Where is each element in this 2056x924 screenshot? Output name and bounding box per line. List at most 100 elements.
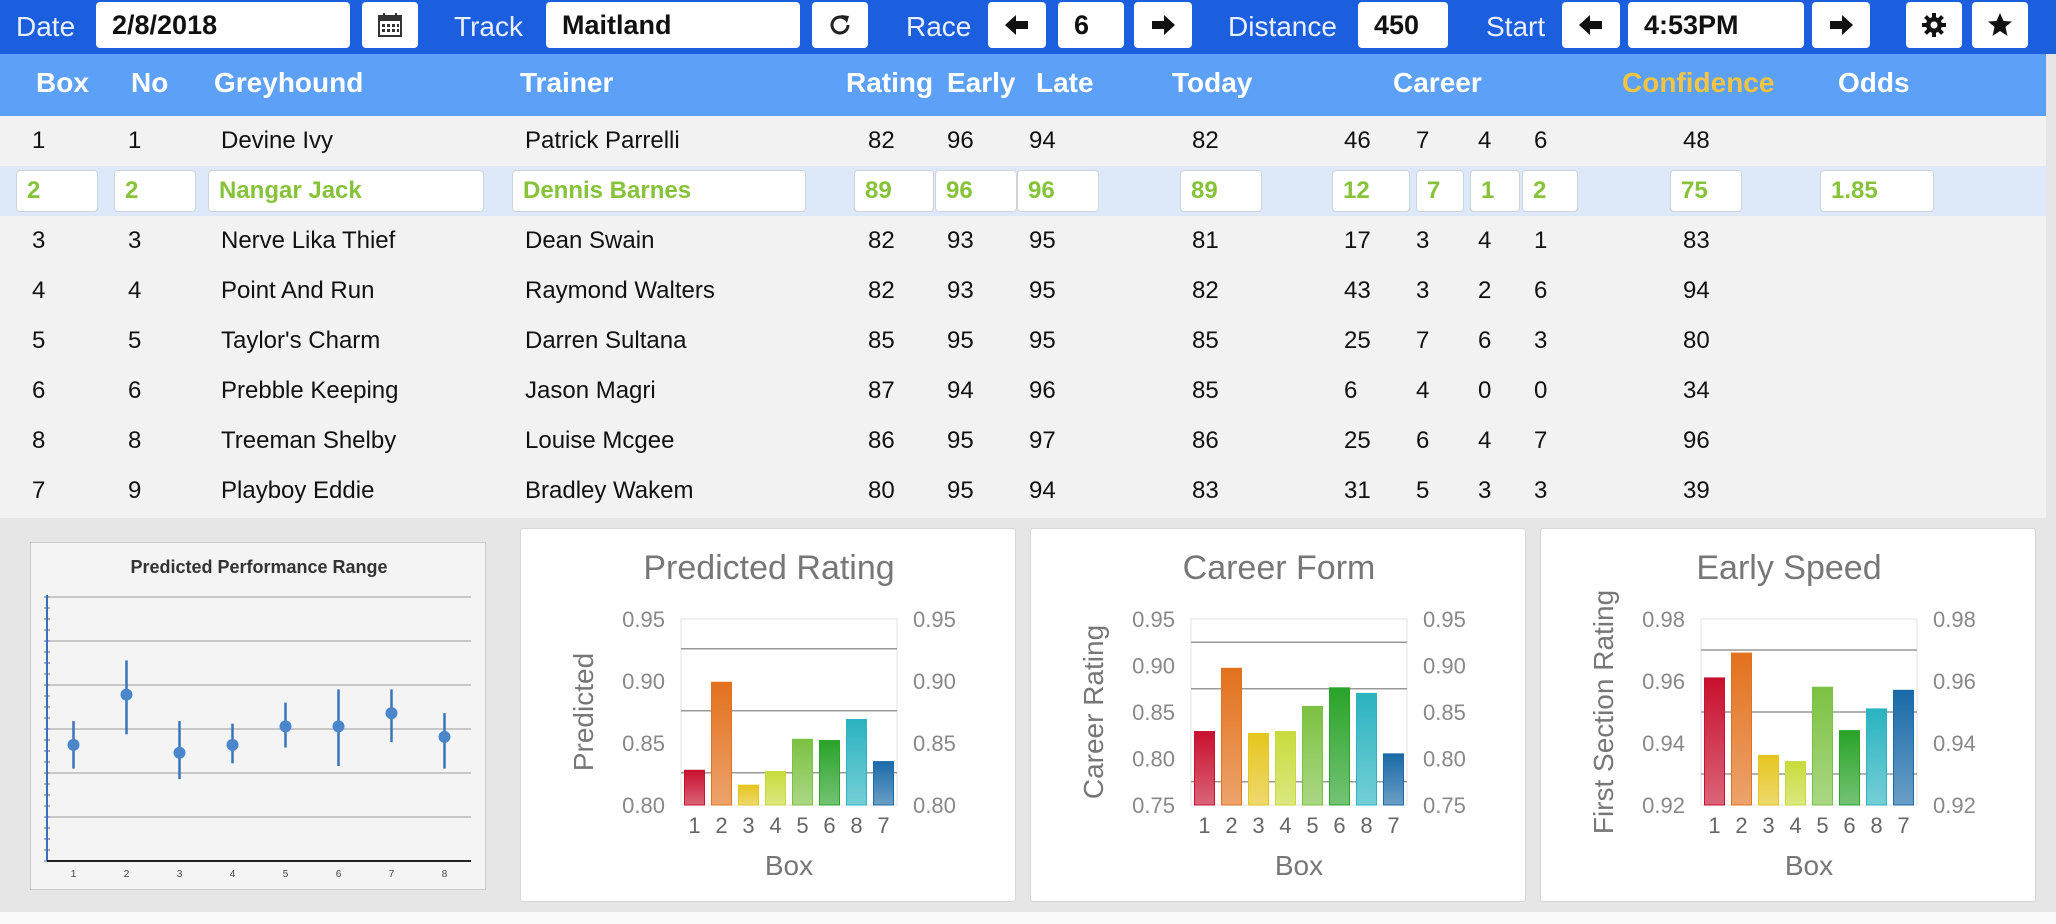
date-input[interactable]: 2/8/2018: [96, 2, 350, 48]
table-row[interactable]: 6 6 Prebble Keeping Jason Magri 87 94 96 85 6 4 0 0…: [0, 366, 2046, 416]
x-tick-label: 6: [1843, 813, 1855, 838]
race-next-button[interactable]: [1134, 2, 1192, 48]
x-tick-label: 3: [1252, 813, 1264, 838]
x-tick-label: 5: [283, 869, 289, 880]
x-tick-label: 8: [850, 813, 862, 838]
col-header-no[interactable]: No: [131, 67, 169, 98]
settings-button[interactable]: [1906, 2, 1962, 48]
career-cell-1: 3: [1416, 227, 1430, 254]
greyhound-cell: Playboy Eddie: [221, 477, 375, 504]
career-cell-1[interactable]: 7: [1416, 170, 1464, 212]
career-cell-2[interactable]: 1: [1470, 170, 1520, 212]
table-row[interactable]: 7 9 Playboy Eddie Bradley Wakem 80 95 94 83 31 5 3…: [0, 466, 2046, 516]
race-prev-button[interactable]: [988, 2, 1046, 48]
bar: [819, 740, 840, 806]
col-header-odds[interactable]: Odds: [1838, 67, 1910, 98]
bar: [1731, 652, 1752, 806]
calendar-button[interactable]: [362, 2, 418, 48]
race-input[interactable]: 6: [1058, 2, 1124, 48]
late-cell: 95: [1029, 277, 1056, 304]
early-cell[interactable]: 96: [935, 170, 1017, 212]
y2-tick-label: 0.95: [1423, 607, 1466, 632]
col-header-today[interactable]: Today: [1172, 67, 1253, 98]
arrow-right-icon: [1152, 15, 1175, 35]
y-axis-label: First Section Rating: [1588, 590, 1619, 834]
box-cell[interactable]: 2: [16, 170, 98, 212]
no-cell: 5: [128, 327, 142, 354]
odds-cell[interactable]: 1.85: [1820, 170, 1934, 212]
career-cell-3: 0: [1534, 377, 1548, 404]
x-axis-label: Box: [1785, 850, 1833, 881]
career-cell-3: 6: [1534, 277, 1548, 304]
y2-tick-label: 0.90: [913, 669, 956, 694]
bar: [1194, 731, 1215, 806]
career-cell-1: 5: [1416, 477, 1430, 504]
today-cell: 86: [1192, 427, 1219, 454]
y-tick-label: 0.90: [1132, 654, 1175, 679]
y2-tick-label: 0.96: [1933, 669, 1976, 694]
chart-title: Predicted Rating: [643, 549, 894, 587]
col-header-box[interactable]: Box: [36, 67, 89, 98]
table-row[interactable]: 3 3 Nerve Lika Thief Dean Swain 82 93 95 81 17 3 4…: [0, 216, 2046, 266]
bar: [1329, 687, 1350, 806]
trainer-cell: Bradley Wakem: [525, 477, 694, 504]
chart-title: Career Form: [1183, 549, 1376, 587]
table-row[interactable]: 1 1 Devine Ivy Patrick Parrelli 82 96 94 82 46 7 4…: [0, 116, 2046, 166]
career-cell-2: 2: [1478, 277, 1492, 304]
x-tick-label: 2: [715, 813, 727, 838]
bar: [684, 769, 705, 806]
trainer-cell: Patrick Parrelli: [525, 127, 680, 154]
y-tick-label: 0.85: [622, 731, 665, 756]
distance-input[interactable]: 450: [1358, 2, 1448, 48]
career-cell-0: 31: [1344, 477, 1371, 504]
start-next-button[interactable]: [1812, 2, 1870, 48]
bar: [1275, 731, 1296, 806]
start-time-input[interactable]: 4:53PM: [1628, 2, 1804, 48]
x-tick-label: 5: [796, 813, 808, 838]
start-prev-button[interactable]: [1562, 2, 1620, 48]
early-cell: 95: [947, 327, 974, 354]
table-row[interactable]: 4 4 Point And Run Raymond Walters 82 93 95 82 43…: [0, 266, 2046, 316]
col-header-confidence[interactable]: Confidence: [1622, 67, 1775, 98]
rating-cell[interactable]: 89: [854, 170, 934, 212]
x-tick-label: 4: [1789, 813, 1801, 838]
table-row[interactable]: 2 2 Nangar Jack Dennis Barnes 89 96 96 89 12 7 1 2 7…: [0, 166, 2046, 216]
bar: [1839, 730, 1860, 806]
late-cell[interactable]: 96: [1017, 170, 1099, 212]
table-row[interactable]: 8 8 Treeman Shelby Louise Mcgee 86 95 97 86 25 6 4…: [0, 416, 2046, 466]
career-cell-0[interactable]: 12: [1332, 170, 1410, 212]
no-cell[interactable]: 2: [114, 170, 196, 212]
bar: [1704, 677, 1725, 806]
track-input[interactable]: Maitland: [546, 2, 800, 48]
career-cell-1: 7: [1416, 127, 1430, 154]
refresh-button[interactable]: [812, 2, 868, 48]
y2-tick-label: 0.80: [1423, 747, 1466, 772]
favorite-button[interactable]: [1972, 2, 2028, 48]
col-header-career[interactable]: Career: [1393, 67, 1482, 98]
bottom-strip: [0, 912, 2056, 924]
y-axis-label: Career Rating: [1078, 625, 1109, 799]
y2-tick-label: 0.95: [913, 607, 956, 632]
race-label: Race: [906, 11, 972, 42]
confidence-cell[interactable]: 75: [1670, 170, 1742, 212]
late-cell: 95: [1029, 227, 1056, 254]
col-header-early[interactable]: Early: [947, 67, 1016, 98]
no-cell: 9: [128, 477, 142, 504]
greyhound-cell[interactable]: Nangar Jack: [208, 170, 484, 212]
no-cell: 1: [128, 127, 142, 154]
today-cell[interactable]: 89: [1180, 170, 1262, 212]
career-cell-3[interactable]: 2: [1522, 170, 1578, 212]
x-tick-label: 1: [1198, 813, 1210, 838]
col-header-rating[interactable]: Rating: [846, 67, 934, 98]
col-header-greyhound[interactable]: Greyhound: [214, 67, 364, 98]
runners-table: 1 1 Devine Ivy Patrick Parrelli 82 96 94 82 46 7 4…: [0, 116, 2046, 518]
x-tick-label: 2: [124, 869, 130, 880]
table-row[interactable]: 5 5 Taylor's Charm Darren Sultana 85 95 95 85 25…: [0, 316, 2046, 366]
table-header: Box No Greyhound Trainer Rating Early La…: [0, 54, 2046, 116]
career-cell-0: 6: [1344, 377, 1358, 404]
col-header-trainer[interactable]: Trainer: [520, 67, 614, 98]
trainer-cell[interactable]: Dennis Barnes: [512, 170, 806, 212]
x-tick-label: 1: [1708, 813, 1720, 838]
col-header-late[interactable]: Late: [1036, 67, 1094, 98]
performance-range-plot: Predicted Performance Range 1 2 3 4 5 6 7 8: [44, 557, 471, 880]
